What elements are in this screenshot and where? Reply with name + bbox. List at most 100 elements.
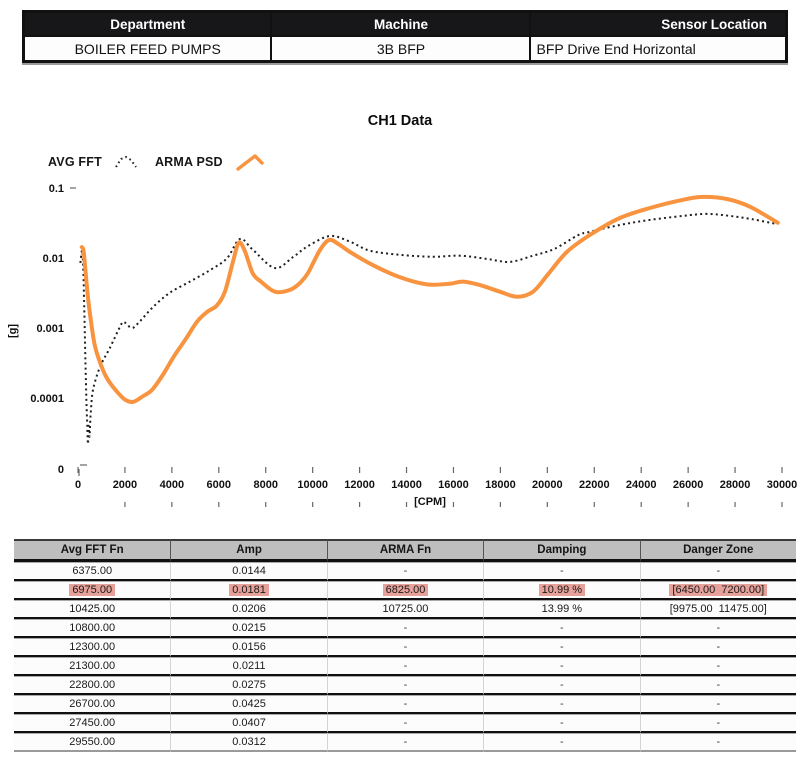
value: [9975.00 11475.00] (669, 603, 767, 615)
value: 0.0144 (232, 565, 266, 577)
value: - (716, 698, 721, 710)
results-header-avg-fft-fn: Avg FFT Fn (14, 539, 171, 562)
value: - (403, 698, 408, 710)
cell-danger-zone: - (639, 657, 796, 676)
cell-amp: 0.0215 (170, 619, 327, 638)
x-tick-label: 0 (75, 479, 81, 491)
value: - (403, 717, 408, 729)
chart-title: CH1 Data (367, 113, 433, 129)
cell-avg-fft-fn: 6375.00 (14, 562, 171, 581)
value: - (716, 679, 721, 691)
cell-amp: 0.0206 (170, 600, 327, 619)
cell-arma-fn: - (326, 733, 484, 752)
value: 0.0156 (232, 641, 266, 653)
value: 22800.00 (69, 679, 116, 691)
info-table: Department Machine Sensor Location BOILER … (22, 10, 788, 63)
cell-danger-zone: - (639, 733, 796, 752)
highlighted-value: 6825.00 (382, 584, 429, 596)
y-tick-label: 0 (58, 464, 64, 476)
highlighted-value: 6975.00 (69, 584, 116, 596)
value: - (560, 679, 564, 691)
value: 13.99 % (541, 603, 583, 615)
y-axis-label: [g] (7, 324, 19, 338)
highlighted-value: [6450.00 7200.00] (669, 584, 768, 596)
table-row: 10800.00 0.0215 - - - (14, 619, 796, 638)
y-tick-label: 0.0001 (30, 393, 64, 405)
x-tick-label: 18000 (485, 479, 516, 491)
value: - (716, 736, 721, 748)
cell-avg-fft-fn: 26700.00 (14, 695, 171, 714)
cell-arma-fn: 6825.00 (326, 581, 484, 600)
x-tick-label: 22000 (579, 479, 610, 491)
table-row: 6375.00 0.0144 - - - (14, 562, 796, 581)
cell-damping: - (483, 714, 640, 733)
cell-danger-zone: - (639, 714, 796, 733)
x-axis-label: [CPM] (414, 496, 446, 508)
value: - (560, 698, 564, 710)
cell-danger-zone: - (639, 562, 796, 581)
cell-danger-zone: - (639, 695, 796, 714)
cell-avg-fft-fn: 10425.00 (14, 600, 171, 619)
value: - (403, 565, 408, 577)
value: - (403, 641, 408, 653)
value: 0.0215 (232, 622, 266, 634)
cell-arma-fn: - (326, 676, 484, 695)
cell-avg-fft-fn: 22800.00 (14, 676, 171, 695)
x-tick-label: 14000 (391, 479, 422, 491)
cell-damping: - (483, 562, 640, 581)
cell-amp: 0.0275 (170, 676, 327, 695)
cell-damping: - (483, 695, 640, 714)
results-header-damping: Damping (483, 539, 640, 562)
chart-legend: AVG FFT ARMA PSD (48, 153, 800, 171)
value: - (560, 660, 564, 672)
highlighted-value: 0.0181 (229, 584, 269, 596)
results-body: 6375.00 0.0144 - - - 6975.00 0.0181 6825.00 10.9… (14, 562, 796, 752)
cell-damping: 13.99 % (483, 600, 640, 619)
value: - (560, 736, 564, 748)
table-row: 22800.00 0.0275 - - - (14, 676, 796, 695)
highlighted-value: 10.99 % (538, 584, 586, 596)
info-value-sensor-location: BFP Drive End Horizontal (529, 35, 788, 63)
results-header-amp: Amp (170, 539, 327, 562)
results-header-arma-fn: ARMA Fn (326, 539, 484, 562)
value: - (560, 717, 564, 729)
x-tick-label: 20000 (532, 479, 563, 491)
value: 6375.00 (72, 565, 113, 577)
x-tick-label: 6000 (207, 479, 231, 491)
cell-avg-fft-fn: 12300.00 (14, 638, 171, 657)
arma-psd-line-icon (236, 154, 264, 171)
cell-avg-fft-fn: 29550.00 (14, 733, 171, 752)
value: - (560, 622, 564, 634)
results-table: Avg FFT Fn Amp ARMA Fn Damping Danger Zone 6… (14, 539, 796, 752)
y-tick-label: 0.1 (49, 183, 64, 195)
x-tick-label: 12000 (344, 479, 375, 491)
value: 10425.00 (69, 603, 116, 615)
cell-damping: - (483, 638, 640, 657)
value: - (716, 641, 721, 653)
avg-fft-line (79, 212, 777, 446)
x-tick-label: 16000 (438, 479, 469, 491)
cell-arma-fn: - (326, 562, 484, 581)
cell-arma-fn: - (326, 657, 484, 676)
cell-avg-fft-fn: 10800.00 (14, 619, 171, 638)
y-tick-label: 0.001 (36, 323, 64, 335)
value: 10725.00 (382, 603, 429, 615)
table-row: 26700.00 0.0425 - - - (14, 695, 796, 714)
value: 0.0211 (232, 660, 266, 672)
cell-arma-fn: - (326, 695, 484, 714)
cell-damping: 10.99 % (483, 581, 640, 600)
table-row: 10425.00 0.0206 10725.00 13.99 % [9975.00 11… (14, 600, 796, 619)
value: - (560, 565, 564, 577)
x-tick-label: 30000 (767, 479, 798, 491)
value: - (716, 565, 721, 577)
cell-danger-zone: - (639, 619, 796, 638)
cell-damping: - (483, 733, 640, 752)
legend-label-arma-psd: ARMA PSD (154, 155, 223, 169)
info-value-department: BOILER FEED PUMPS (22, 35, 273, 63)
ch1-line-chart: 0.1 0.01 0.001 0.0001 0 [g] 0 2000 4000 6000 8000 1… (7, 183, 798, 508)
table-row: 27450.00 0.0407 - - - (14, 714, 796, 733)
cell-avg-fft-fn: 27450.00 (14, 714, 171, 733)
info-header-department: Department (22, 10, 273, 37)
x-tick-label: 8000 (253, 479, 277, 491)
avg-fft-dotted-line-icon (115, 155, 137, 168)
